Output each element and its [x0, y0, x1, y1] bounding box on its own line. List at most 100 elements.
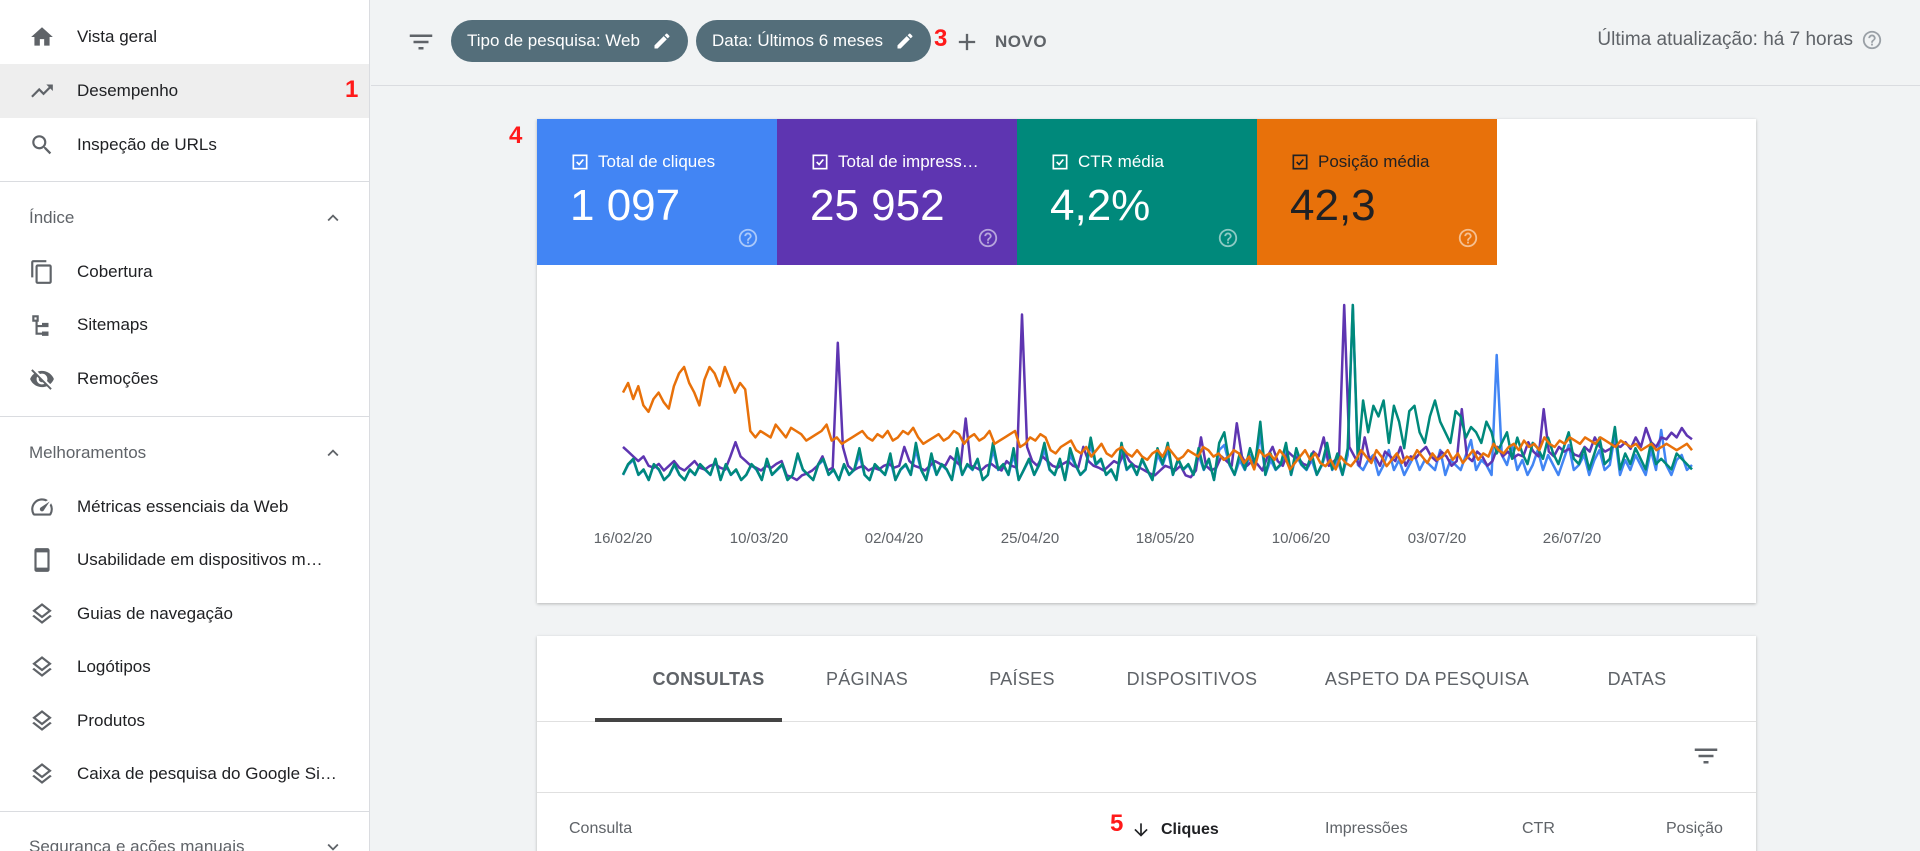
- sidebar-item-sitelinks-searchbox[interactable]: Caixa de pesquisa do Google Si…: [0, 747, 369, 801]
- help-icon[interactable]: [737, 227, 759, 249]
- help-icon[interactable]: [1217, 227, 1239, 249]
- divider: [537, 792, 1756, 793]
- sidebar-item-logos[interactable]: Logótipos: [0, 640, 369, 694]
- chevron-down-icon: [322, 836, 344, 851]
- chip-label: Data: Últimos 6 meses: [712, 31, 883, 50]
- sidebar-item-performance[interactable]: Desempenho: [0, 64, 369, 118]
- column-header-label: Cliques: [1161, 821, 1219, 838]
- metric-label: Posição média: [1318, 152, 1430, 171]
- x-tick-label: 16/02/20: [594, 530, 652, 547]
- section-header-index[interactable]: Índice: [0, 191, 369, 245]
- sidebar-item-label: Usabilidade em dispositivos m…: [77, 550, 323, 569]
- metric-total-impressions[interactable]: Total de impress… 25 952: [777, 119, 1017, 265]
- chevron-up-icon: [322, 442, 344, 464]
- divider: [0, 811, 369, 812]
- performance-chart[interactable]: 16/02/20 10/03/20 02/04/20 25/04/20 18/05/20…: [537, 265, 1756, 603]
- tab-label: CONSULTAS: [652, 668, 765, 689]
- help-icon[interactable]: [1457, 227, 1479, 249]
- date-range-chip[interactable]: Data: Últimos 6 meses: [696, 20, 931, 62]
- smartphone-icon: [28, 546, 56, 574]
- line-chart-svg: 16/02/20 10/03/20 02/04/20 25/04/20 18/05/20…: [594, 303, 1693, 547]
- sidebar-item-label: Vista geral: [77, 27, 158, 46]
- copy-icon: [28, 258, 56, 286]
- section-title: Segurança e ações manuais: [29, 837, 245, 851]
- trending-up-icon: [28, 77, 56, 105]
- tab-queries[interactable]: CONSULTAS: [595, 636, 782, 722]
- metric-value: 25 952: [810, 181, 945, 230]
- sidebar-item-coverage[interactable]: Cobertura: [0, 245, 369, 299]
- tab-label: PÁGINAS: [825, 668, 909, 689]
- metric-value: 1 097: [570, 181, 681, 230]
- metric-value: 42,3: [1290, 181, 1376, 230]
- visibility-off-icon: [28, 365, 56, 393]
- tab-label: DATAS: [1607, 668, 1667, 689]
- metric-average-position[interactable]: Posição média 42,3: [1257, 119, 1497, 265]
- chevron-up-icon: [322, 207, 344, 229]
- checkbox-checked-icon[interactable]: [1050, 152, 1070, 172]
- checkbox-checked-icon[interactable]: [810, 152, 830, 172]
- search-icon: [28, 131, 56, 159]
- metric-label: Total de cliques: [598, 152, 716, 171]
- tab-label: DISPOSITIVOS: [1126, 668, 1258, 689]
- column-header-position[interactable]: Posição: [1666, 820, 1723, 837]
- divider: [0, 416, 369, 417]
- filter-icon[interactable]: [406, 27, 436, 57]
- filter-bar: Tipo de pesquisa: Web Data: Últimos 6 me…: [371, 0, 1920, 86]
- search-type-chip[interactable]: Tipo de pesquisa: Web: [451, 20, 688, 62]
- series-line-2[interactable]: [621, 303, 1693, 482]
- metric-total-clicks[interactable]: Total de cliques 1 097: [537, 119, 777, 265]
- tab-dates[interactable]: DATAS: [1562, 636, 1712, 722]
- sidebar-item-label: Inspeção de URLs: [77, 135, 217, 154]
- tab-search-appearance[interactable]: ASPETO DA PESQUISA: [1292, 636, 1562, 722]
- sidebar-item-label: Caixa de pesquisa do Google Si…: [77, 764, 337, 783]
- annotation-number: 4: [509, 122, 523, 149]
- plus-icon: [958, 33, 976, 51]
- layers-icon: [28, 707, 56, 735]
- metric-label: Total de impress…: [838, 152, 979, 171]
- sidebar-item-core-web-vitals[interactable]: Métricas essenciais da Web: [0, 480, 369, 534]
- sidebar-item-mobile-usability[interactable]: Usabilidade em dispositivos m…: [0, 533, 369, 587]
- section-header-security[interactable]: Segurança e ações manuais: [0, 820, 369, 851]
- annotation-number: 1: [345, 76, 359, 103]
- column-header-clicks[interactable]: Cliques: [1131, 820, 1219, 840]
- help-icon[interactable]: [977, 227, 999, 249]
- column-header-query[interactable]: Consulta: [569, 820, 633, 837]
- metric-label: CTR média: [1078, 152, 1164, 171]
- section-header-enhancements[interactable]: Melhoramentos: [0, 426, 369, 480]
- divider: [0, 181, 369, 182]
- x-tick-label: 26/07/20: [1543, 530, 1601, 547]
- sidebar-item-removals[interactable]: Remoções: [0, 352, 369, 406]
- layers-icon: [28, 653, 56, 681]
- sidebar-item-label: Métricas essenciais da Web: [77, 497, 289, 516]
- metric-value: 4,2%: [1050, 181, 1151, 230]
- checkbox-checked-icon[interactable]: [1290, 152, 1310, 172]
- x-tick-label: 02/04/20: [865, 530, 923, 547]
- x-tick-label: 18/05/20: [1136, 530, 1194, 547]
- new-filter-button[interactable]: NOVO: [953, 26, 1047, 58]
- tab-pages[interactable]: PÁGINAS: [782, 636, 952, 722]
- performance-card: Total de cliques 1 097 Total de impress……: [537, 119, 1756, 603]
- sitemap-icon: [28, 311, 56, 339]
- tab-countries[interactable]: PAÍSES: [952, 636, 1092, 722]
- filter-icon[interactable]: [1691, 741, 1721, 771]
- section-title: Melhoramentos: [29, 443, 147, 462]
- x-tick-label: 25/04/20: [1001, 530, 1059, 547]
- series-line-1[interactable]: [622, 303, 1693, 482]
- sidebar-item-sitemaps[interactable]: Sitemaps: [0, 298, 369, 352]
- tab-devices[interactable]: DISPOSITIVOS: [1092, 636, 1292, 722]
- checkbox-checked-icon[interactable]: [570, 152, 590, 172]
- metric-average-ctr[interactable]: CTR média 4,2%: [1017, 119, 1257, 265]
- series-line-3[interactable]: [621, 365, 1693, 471]
- x-tick-label: 03/07/20: [1408, 530, 1466, 547]
- sidebar-item-products[interactable]: Produtos: [0, 694, 369, 748]
- column-header-impressions[interactable]: Impressões: [1325, 820, 1408, 837]
- help-icon[interactable]: [1861, 29, 1883, 51]
- tab-bar: CONSULTAS PÁGINAS PAÍSES DISPOSITIVOS AS…: [537, 636, 1756, 722]
- sidebar-item-label: Cobertura: [77, 262, 153, 281]
- sidebar-item-url-inspection[interactable]: Inspeção de URLs: [0, 118, 369, 172]
- column-header-ctr[interactable]: CTR: [1522, 820, 1555, 837]
- sidebar-item-breadcrumbs[interactable]: Guias de navegação: [0, 587, 369, 641]
- sidebar-item-overview[interactable]: Vista geral: [0, 10, 369, 64]
- annotation-number: 5: [1110, 810, 1124, 837]
- section-title: Índice: [29, 208, 75, 227]
